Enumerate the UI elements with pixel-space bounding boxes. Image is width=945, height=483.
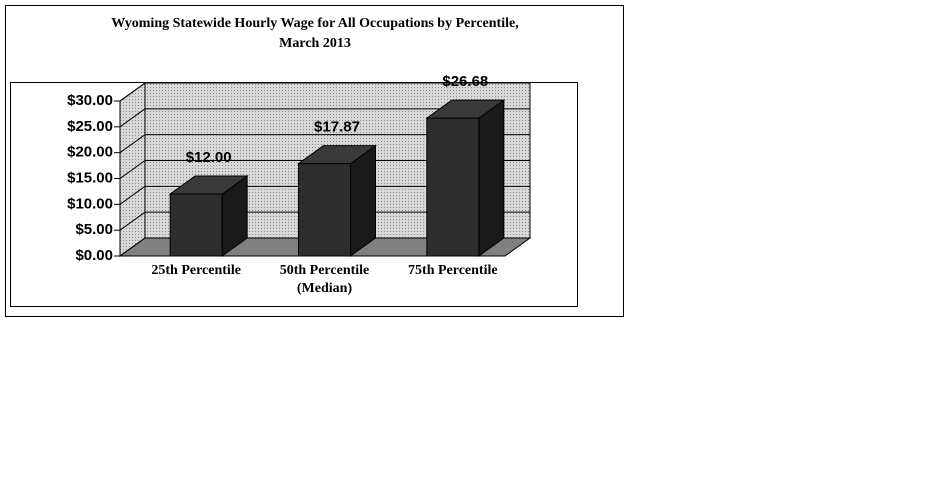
y-tick-label: $10.00 — [67, 195, 113, 212]
bar-side — [478, 99, 505, 257]
x-tick-label: 50th Percentile (Median) — [279, 263, 370, 296]
grid-line — [119, 134, 146, 154]
y-tick-label: $5.00 — [75, 221, 113, 238]
y-tick-label: $15.00 — [67, 169, 113, 186]
value-label: $17.87 — [314, 119, 360, 136]
grid-line — [119, 160, 146, 179]
grid-line — [119, 82, 146, 102]
grid-line — [119, 237, 146, 257]
y-tick-label: $25.00 — [67, 118, 113, 135]
x-tick-label: 25th Percentile — [151, 263, 241, 278]
bar-side — [350, 144, 376, 257]
value-label: $12.00 — [186, 149, 232, 166]
bar — [298, 163, 351, 257]
bar — [426, 117, 480, 257]
value-label: $26.68 — [442, 73, 488, 90]
grid-line — [119, 185, 146, 205]
grid-line — [119, 108, 146, 128]
grid-line — [119, 211, 146, 231]
x-tick-label: 75th Percentile — [408, 263, 498, 278]
y-tick-label: $0.00 — [75, 247, 113, 264]
chart-title: Wyoming Statewide Hourly Wage for All Oc… — [111, 16, 519, 51]
y-tick-label: $20.00 — [67, 144, 113, 161]
bar — [169, 193, 223, 257]
y-tick-label: $30.00 — [67, 92, 113, 109]
